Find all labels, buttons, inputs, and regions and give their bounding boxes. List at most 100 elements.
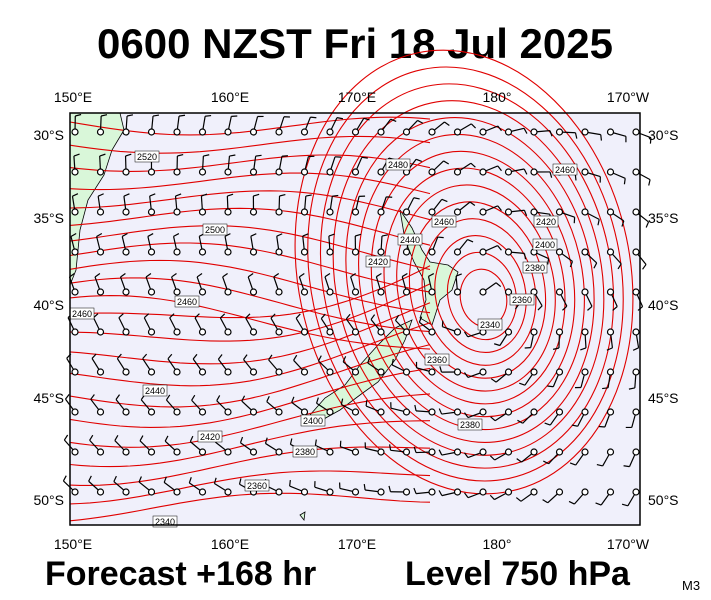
- contour-label: 2400: [535, 240, 555, 250]
- barb-station: [351, 288, 360, 296]
- barb-feather: [293, 354, 298, 361]
- barb-station: [275, 408, 283, 416]
- barb-station: [606, 368, 615, 376]
- barb-station: [198, 248, 207, 256]
- barb-station: [479, 368, 487, 376]
- contour-label-box: [552, 163, 578, 176]
- barb-station: [224, 328, 232, 336]
- barb-station: [122, 368, 130, 376]
- wind-barb: [438, 448, 462, 456]
- barb-station: [249, 368, 258, 376]
- wind-barb: [453, 162, 476, 176]
- contour-line: [69, 393, 431, 448]
- wind-barb: [264, 437, 283, 456]
- barb-feather: [116, 353, 122, 359]
- bottom-lon-label: 170°W: [607, 536, 650, 552]
- barb-station: [249, 408, 258, 416]
- wind-barb: [224, 233, 232, 256]
- barb-station: [224, 488, 232, 496]
- barb-feather: [632, 347, 639, 351]
- barb-feather: [229, 154, 236, 157]
- barb-feather: [238, 478, 242, 485]
- contour-label-box: [457, 418, 483, 431]
- barb-feather: [125, 153, 132, 157]
- wind-barb: [632, 248, 647, 270]
- wind-barb: [247, 272, 258, 296]
- barb-feather: [224, 233, 231, 237]
- contour-line: [69, 154, 431, 172]
- barb-feather: [367, 357, 371, 364]
- barb-feather: [523, 253, 527, 260]
- barb-feather: [602, 387, 609, 390]
- barb-feather: [175, 193, 182, 197]
- wind-barb: [163, 476, 181, 496]
- wind-barb: [94, 272, 105, 296]
- barb-station: [147, 168, 156, 176]
- left-lat-label: 50°S: [33, 492, 64, 508]
- barb-feather: [463, 412, 469, 418]
- barb-station: [504, 208, 513, 216]
- barb-station: [122, 128, 130, 136]
- wind-barb: [453, 273, 462, 296]
- barb-station: [504, 248, 513, 256]
- barb-station: [147, 288, 156, 296]
- barb-feather: [315, 397, 319, 404]
- barb-feather: [138, 476, 142, 483]
- barb-station: [555, 288, 564, 296]
- barb-station: [606, 128, 615, 136]
- barb-station: [530, 328, 538, 336]
- barb-feather: [497, 165, 502, 172]
- contour-label: 2340: [480, 320, 500, 330]
- contour-line: [69, 322, 431, 387]
- wind-barb: [326, 156, 342, 176]
- barb-station: [377, 328, 385, 336]
- contour-ring: [396, 184, 556, 392]
- wind-barb: [479, 245, 502, 256]
- barb-station: [224, 288, 232, 296]
- contour-label-box: [477, 318, 503, 331]
- wind-barb: [192, 353, 207, 376]
- barb-feather: [363, 483, 366, 491]
- wind-barb: [427, 273, 436, 296]
- barb-feather: [113, 475, 117, 482]
- map-frame: [69, 112, 641, 526]
- wind-barb: [401, 272, 411, 296]
- top-lon-label: 160°E: [211, 89, 249, 105]
- barb-feather: [489, 455, 496, 461]
- barb-station: [606, 248, 615, 256]
- wind-barb: [314, 481, 334, 496]
- barb-feather: [595, 502, 602, 506]
- barb-station: [300, 248, 309, 256]
- barb-station: [428, 128, 436, 136]
- contour-ring: [446, 251, 518, 341]
- barb-feather: [628, 387, 635, 390]
- barb-feather: [463, 452, 469, 458]
- barb-feather: [439, 366, 443, 373]
- barb-station: [479, 128, 487, 136]
- barb-feather: [99, 153, 106, 157]
- wind-barb: [365, 400, 385, 416]
- barb-feather: [490, 416, 496, 422]
- barb-feather: [188, 477, 192, 484]
- barb-station: [555, 208, 564, 216]
- contour-label-box: [152, 515, 178, 528]
- wind-barb: [453, 239, 474, 256]
- barb-station: [224, 408, 232, 416]
- barb-station: [224, 168, 232, 176]
- wind-barb: [122, 153, 132, 176]
- wind-barb: [224, 193, 234, 216]
- barb-feather: [253, 193, 260, 197]
- wind-barb: [363, 483, 385, 496]
- barb-feather: [470, 123, 477, 129]
- barb-station: [377, 208, 385, 216]
- left-lat-label: 30°S: [33, 127, 64, 143]
- top-lon-label: 150°E: [54, 89, 92, 105]
- barb-station: [351, 168, 360, 176]
- wind-barb: [453, 201, 476, 216]
- barb-station: [122, 408, 130, 416]
- wind-barb: [116, 353, 130, 376]
- barb-feather: [350, 272, 356, 278]
- barb-feather: [177, 153, 184, 157]
- barb-station: [479, 408, 487, 416]
